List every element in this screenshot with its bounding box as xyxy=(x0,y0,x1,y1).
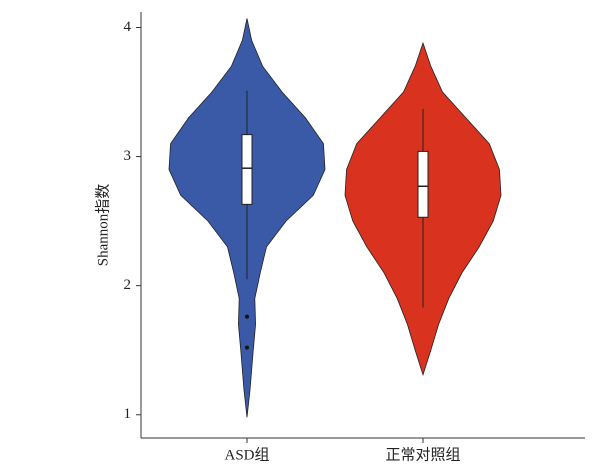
y-tick-label: 1 xyxy=(124,406,132,422)
outlier xyxy=(245,314,249,319)
outlier xyxy=(245,345,249,350)
x-tick-label: 正常对照组 xyxy=(385,446,460,463)
y-tick-label: 2 xyxy=(124,277,132,293)
y-tick-label: 4 xyxy=(124,19,132,35)
y-axis-label: Shannon指数 xyxy=(94,184,111,267)
box xyxy=(241,134,253,205)
box xyxy=(417,150,429,218)
y-tick-label: 3 xyxy=(124,148,132,164)
x-tick-label: ASD组 xyxy=(224,446,269,463)
